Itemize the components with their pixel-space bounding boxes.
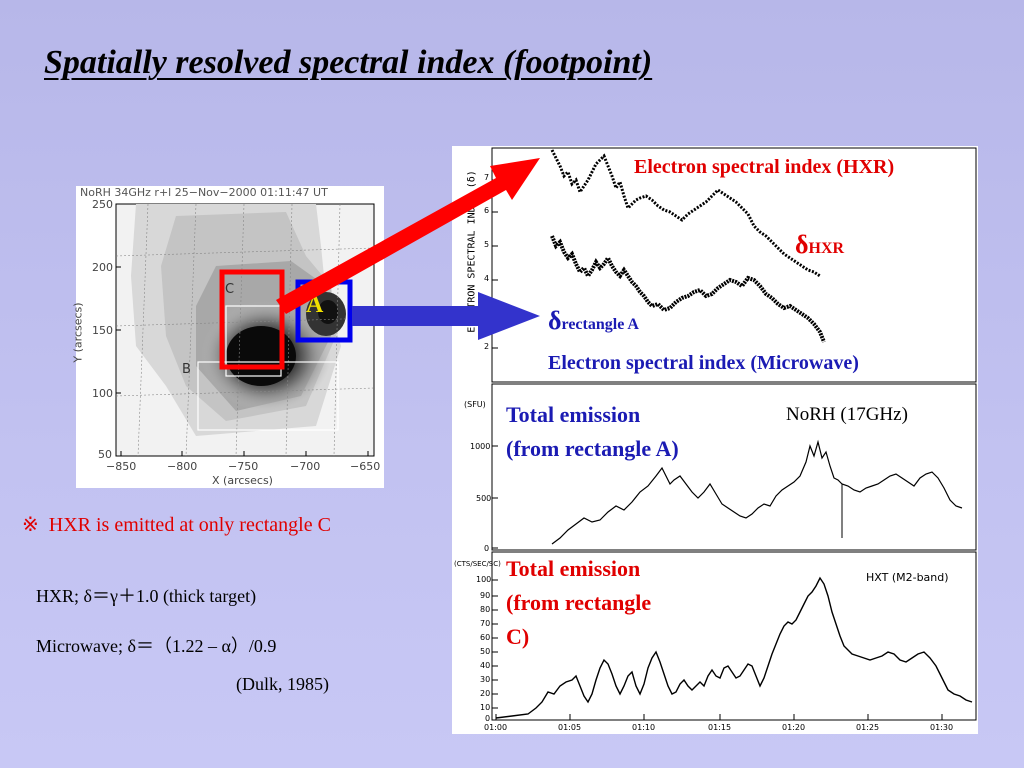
bottom-ytick: 60	[480, 633, 491, 642]
delta-hxr-symbol: δ	[795, 230, 809, 259]
bottom-ytick: 50	[480, 647, 491, 656]
map-label-a: A	[306, 292, 324, 318]
top-ytick: 5	[484, 240, 490, 249]
map-xlabel: X (arcsecs)	[212, 474, 273, 487]
map-ytick: 150	[92, 324, 113, 337]
mid-ytick: 500	[476, 494, 492, 503]
bottom-ytick: 30	[480, 675, 491, 684]
bottom-ytick: 0	[485, 714, 491, 723]
bottom-xtick: 01:00	[484, 723, 508, 732]
map-xtick: −850	[106, 460, 137, 473]
note-text: HXR is emitted at only rectangle C	[48, 514, 331, 536]
mid-ytick: 0	[484, 544, 490, 553]
map-ytick: 250	[92, 198, 113, 211]
rect-c-emission-caption-3: C)	[506, 624, 530, 649]
bottom-xtick: 01:25	[856, 723, 880, 732]
norh-flux-curve	[551, 439, 963, 545]
map-xtick: −650	[350, 460, 381, 473]
top-ytick: 3	[484, 308, 490, 317]
hxt-instrument-label: HXT (M2-band)	[866, 571, 949, 584]
time-series-plots	[491, 147, 977, 721]
bottom-ytick: 20	[480, 689, 491, 698]
delta-rect-symbol: δ	[548, 306, 562, 335]
top-ytick: 4	[484, 274, 490, 283]
time-series-panel: ELECTRON SPECTRAL INDEX (δ) 7 6 5 4 3 2 …	[452, 146, 978, 734]
delta-hxr-subscript: HXR	[808, 240, 845, 257]
bottom-xtick: 01:30	[930, 723, 954, 732]
map-ytick: 200	[92, 261, 113, 274]
map-xtick: −800	[167, 460, 198, 473]
map-ylabel: Y (arcsecs)	[71, 302, 85, 363]
slide-title: Spatially resolved spectral index (footp…	[44, 44, 653, 81]
map-header: NoRH 34GHz r+l 25−Nov−2000 01:11:47 UT	[80, 186, 328, 199]
hxr-note: ※ HXR is emitted at only rectangle C	[22, 512, 331, 537]
norh-instrument-label: NoRH (17GHz)	[786, 404, 908, 425]
bottom-ytick: 90	[480, 591, 491, 600]
microwave-formula: Microwave; δ＝（1.22 – α）/0.9	[36, 636, 277, 656]
top-ytick: 6	[484, 206, 490, 215]
delta-rect-subscript: rectangle A	[561, 316, 639, 333]
reference-citation: (Dulk, 1985)	[236, 674, 329, 694]
mid-ytick: 1000	[470, 442, 491, 451]
hxr-formula: HXR; δ＝γ＋1.0 (thick target)	[36, 586, 257, 606]
bottom-xtick: 01:05	[558, 723, 582, 732]
hxr-index-caption: Electron spectral index (HXR)	[634, 156, 895, 178]
delta-rect-label: δrectangle A	[548, 306, 639, 336]
map-xtick: −700	[290, 460, 321, 473]
cts-unit-label: (CTS/SEC/SC)	[454, 560, 501, 568]
bottom-xtick: 01:10	[632, 723, 656, 732]
rect-a-emission-caption-1: Total emission	[506, 402, 641, 427]
note-marker: ※	[22, 514, 39, 536]
rect-c-emission-caption-2: (from rectangle	[506, 590, 652, 615]
radio-map	[115, 203, 375, 457]
map-xtick: −750	[228, 460, 259, 473]
bottom-ytick: 40	[480, 661, 491, 670]
map-ytick: 50	[98, 448, 112, 461]
rect-c-emission-caption-1: Total emission	[506, 556, 641, 581]
hxr-index-curve	[550, 149, 821, 278]
map-label-c: C	[225, 282, 235, 297]
bottom-xtick: 01:15	[708, 723, 732, 732]
radio-map-panel: NoRH 34GHz r+l 25−Nov−2000 01:11:47 UT 2…	[72, 186, 384, 488]
bottom-ytick: 80	[480, 605, 491, 614]
microwave-index-caption: Electron spectral index (Microwave)	[548, 352, 859, 374]
rect-a-emission-caption-2: (from rectangle A)	[506, 436, 679, 461]
top-ytick: 7	[484, 173, 490, 182]
bottom-ytick: 10	[480, 703, 491, 712]
map-ytick: 100	[92, 387, 113, 400]
hxt-counts-curve	[495, 576, 973, 719]
spectral-index-axis-label: ELECTRON SPECTRAL INDEX (δ)	[466, 170, 478, 333]
bottom-ytick: 100	[476, 575, 492, 584]
sfu-unit-label: (SFU)	[464, 400, 486, 409]
bottom-xtick: 01:20	[782, 723, 806, 732]
delta-hxr-label: δHXR	[795, 230, 844, 260]
top-ytick: 2	[484, 342, 490, 351]
map-label-b: B	[182, 362, 191, 377]
bottom-ytick: 70	[480, 619, 491, 628]
